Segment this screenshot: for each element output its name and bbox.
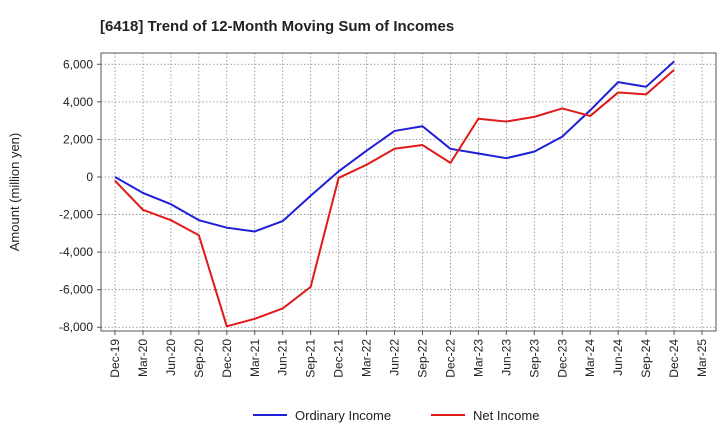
x-tick-label: Jun-23	[499, 339, 513, 376]
legend: Ordinary Income Net Income	[253, 408, 539, 423]
x-tick-label: Sep-24	[639, 339, 653, 378]
y-tick-label: 0	[86, 170, 93, 184]
y-axis-label: Amount (million yen)	[7, 133, 22, 252]
x-axis-ticks: Dec-19 Mar-20 Jun-20 Sep-20 Dec-20 Mar-21 Jun-…	[108, 331, 709, 378]
y-tick-label: 6,000	[63, 57, 93, 71]
x-tick-label: Jun-24	[611, 339, 625, 376]
x-tick-label: Jun-21	[276, 339, 290, 376]
x-tick-label: Mar-24	[583, 339, 597, 377]
y-axis-ticks: 6,000 4,000 2,000 0 -2,000 -4,000 -6,000 -8,000	[59, 57, 101, 334]
x-tick-label: Dec-24	[667, 339, 681, 378]
x-tick-label: Sep-23	[527, 339, 541, 378]
x-tick-label: Dec-20	[220, 339, 234, 378]
x-tick-label: Mar-25	[695, 339, 709, 377]
series-line-net-income	[114, 69, 675, 328]
y-tick-label: -8,000	[59, 320, 93, 334]
chart-title: [6418] Trend of 12-Month Moving Sum of I…	[100, 18, 454, 35]
x-tick-label: Mar-23	[471, 339, 485, 377]
x-tick-label: Dec-22	[443, 339, 457, 378]
x-tick-label: Mar-20	[136, 339, 150, 377]
legend-label: Ordinary Income	[295, 408, 391, 423]
x-tick-label: Jun-22	[388, 339, 402, 376]
grid-lines	[101, 53, 716, 331]
x-tick-label: Sep-20	[192, 339, 206, 378]
x-tick-label: Mar-21	[248, 339, 262, 377]
y-tick-label: 4,000	[63, 95, 93, 109]
x-tick-label: Dec-21	[332, 339, 346, 378]
y-tick-label: -4,000	[59, 245, 93, 259]
x-tick-label: Jun-20	[164, 339, 178, 376]
x-tick-label: Sep-21	[304, 339, 318, 378]
x-tick-label: Sep-22	[415, 339, 429, 378]
y-tick-label: 2,000	[63, 132, 93, 146]
y-tick-label: -6,000	[59, 283, 93, 297]
x-tick-label: Dec-23	[555, 339, 569, 378]
series-line-ordinary-income	[114, 60, 675, 233]
x-tick-label: Dec-19	[108, 339, 122, 378]
legend-label: Net Income	[473, 408, 539, 423]
plot-area-frame	[100, 52, 717, 332]
y-tick-label: -2,000	[59, 208, 93, 222]
series-lines	[114, 60, 675, 328]
x-tick-label: Mar-22	[360, 339, 374, 377]
